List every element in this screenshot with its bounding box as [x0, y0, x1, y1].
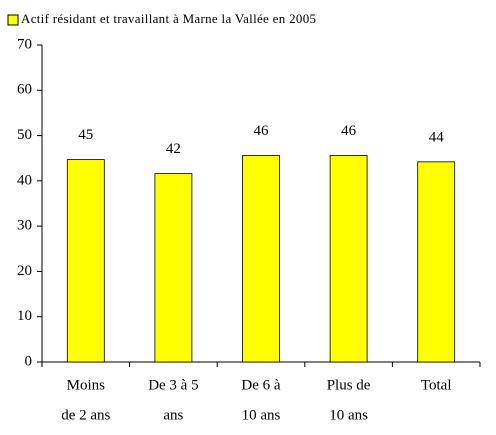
data-label: 42 — [166, 141, 181, 157]
data-label: 46 — [341, 123, 357, 139]
x-tick-label: Plus de — [327, 377, 371, 393]
x-tick-label: Total — [421, 377, 452, 393]
data-label: 45 — [78, 127, 93, 143]
bar — [242, 155, 280, 363]
data-label: 46 — [254, 123, 270, 139]
y-tick-label: 70 — [17, 36, 32, 52]
x-tick-label: 10 ans — [242, 407, 281, 423]
x-tick-label: de 2 ans — [61, 407, 110, 423]
x-tick-label: De 6 à — [241, 377, 280, 393]
x-tick-label: Moins — [67, 377, 106, 393]
bar — [154, 173, 193, 363]
bar — [66, 159, 105, 363]
legend-swatch — [7, 14, 19, 26]
bar — [417, 161, 456, 363]
y-tick-label: 40 — [17, 172, 32, 188]
x-tick-label: De 3 à 5 — [148, 377, 198, 393]
x-tick-label: ans — [163, 407, 183, 423]
y-tick-label: 0 — [25, 353, 33, 369]
data-label: 44 — [429, 129, 445, 145]
legend-label: Actif résidant et travaillant à Marne la… — [21, 11, 316, 26]
bar — [329, 155, 368, 363]
y-tick-label: 50 — [17, 127, 32, 143]
y-tick-label: 10 — [17, 308, 32, 324]
y-tick-label: 30 — [17, 218, 32, 234]
x-tick-label: 10 ans — [329, 407, 368, 423]
y-tick-label: 20 — [17, 263, 32, 279]
y-tick-label: 60 — [17, 82, 32, 98]
